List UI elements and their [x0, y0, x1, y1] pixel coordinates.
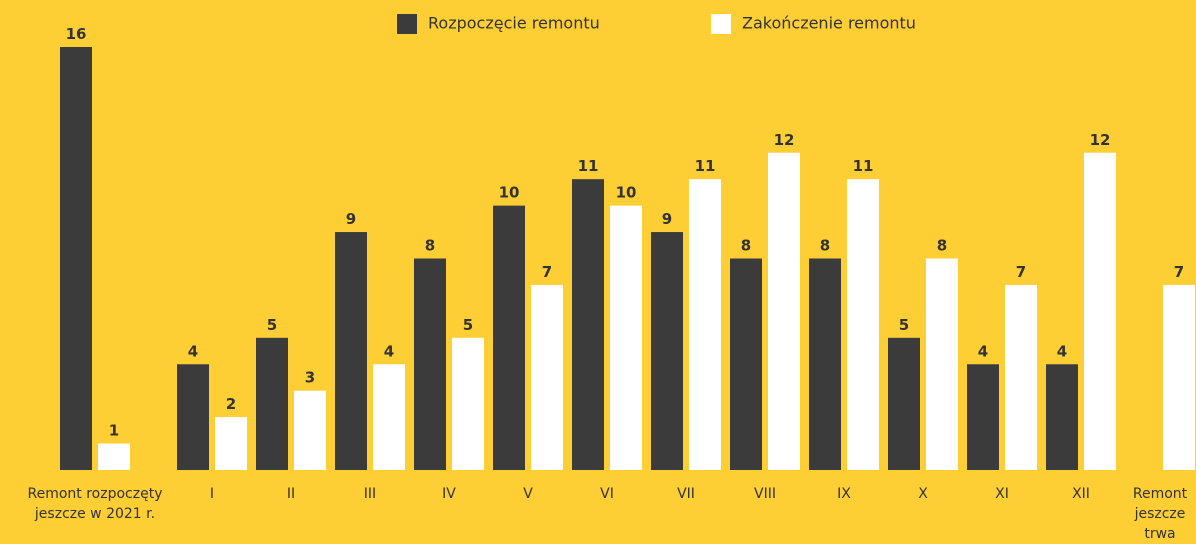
value-label: 8 — [741, 237, 751, 255]
bar — [531, 284, 563, 470]
legend-label: Rozpoczęcie remontu — [428, 14, 600, 33]
value-label: 9 — [662, 210, 672, 228]
bar — [572, 179, 604, 470]
value-label: 2 — [226, 395, 236, 413]
x-tick-label: XII — [1072, 486, 1090, 502]
value-label: 5 — [267, 316, 277, 334]
value-label: 10 — [499, 184, 520, 202]
bar — [98, 443, 130, 470]
value-label: 12 — [1090, 131, 1111, 149]
value-label: 7 — [1174, 263, 1184, 281]
value-label: 1 — [109, 422, 119, 440]
bar — [768, 152, 800, 470]
value-label: 11 — [695, 157, 716, 175]
value-label: 5 — [899, 316, 909, 334]
x-tick-label: X — [918, 486, 928, 502]
bar — [452, 337, 484, 470]
x-tick-label: V — [523, 486, 533, 502]
bar — [493, 205, 525, 470]
x-tick-label: IX — [837, 486, 851, 502]
bar — [1046, 364, 1078, 470]
bar — [1084, 152, 1116, 470]
bar — [888, 337, 920, 470]
x-tick-label: VI — [600, 486, 614, 502]
bar — [610, 205, 642, 470]
value-label: 11 — [853, 157, 874, 175]
value-label: 8 — [820, 237, 830, 255]
bar — [256, 337, 288, 470]
x-tick-label: VII — [677, 486, 695, 502]
x-tick-label: Remont jeszcze trwa — [1132, 486, 1188, 542]
bar — [215, 417, 247, 470]
value-label: 12 — [774, 131, 795, 149]
bar — [847, 179, 879, 470]
x-tick-label: III — [363, 486, 377, 502]
value-label: 3 — [305, 369, 315, 387]
bar — [177, 364, 209, 470]
bar — [373, 364, 405, 470]
bar — [294, 390, 326, 470]
value-label: 7 — [1016, 263, 1026, 281]
x-tick-label: Remont rozpoczęty jeszcze w 2021 r. — [27, 486, 163, 522]
bar — [689, 179, 721, 470]
bar — [335, 232, 367, 470]
bar — [730, 258, 762, 470]
bar — [1005, 284, 1037, 470]
legend-swatch — [711, 14, 731, 34]
bar — [809, 258, 841, 470]
value-label: 11 — [578, 157, 599, 175]
value-label: 8 — [425, 237, 435, 255]
value-label: 5 — [463, 316, 473, 334]
value-label: 7 — [542, 263, 552, 281]
value-label: 4 — [384, 342, 394, 360]
legend-swatch — [397, 14, 417, 34]
value-label: 4 — [978, 342, 988, 360]
value-label: 10 — [616, 184, 637, 202]
bar — [414, 258, 446, 470]
bar — [967, 364, 999, 470]
value-label: 4 — [1057, 342, 1067, 360]
bar — [651, 232, 683, 470]
x-tick-label: I — [209, 486, 215, 502]
bar — [60, 47, 92, 470]
value-label: 8 — [937, 237, 947, 255]
legend-label: Zakończenie remontu — [742, 14, 916, 33]
x-tick-label: XI — [995, 486, 1009, 502]
value-label: 4 — [188, 342, 198, 360]
bar — [926, 258, 958, 470]
value-label: 16 — [66, 25, 87, 43]
x-tick-label: VIII — [754, 486, 776, 502]
value-label: 9 — [346, 210, 356, 228]
bar — [1163, 284, 1195, 470]
x-tick-label: II — [286, 486, 296, 502]
x-tick-label: IV — [442, 486, 456, 502]
